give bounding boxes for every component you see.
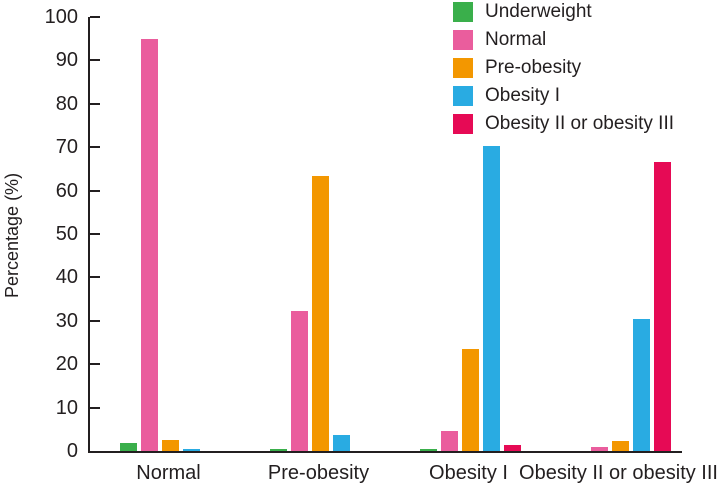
- bar-obesity-i-pre-obesity: [462, 349, 479, 451]
- bar-pre-obesity-pre-obesity: [312, 175, 329, 451]
- y-tick-label-30: 30: [55, 309, 78, 332]
- legend-swatch-icon: [453, 86, 473, 106]
- legend-item-pre-obesity: Pre-obesity: [453, 58, 674, 78]
- bar-normal-obesity-i: [183, 449, 200, 451]
- y-tick-mark-80: [90, 102, 100, 105]
- bar-obesity-i-normal: [441, 430, 458, 451]
- y-tick-label-0: 0: [66, 440, 78, 462]
- legend: Underweight Normal Pre-obesity Obesity I Obe…: [453, 2, 674, 134]
- legend-item-underweight: Underweight: [453, 2, 674, 22]
- legend-swatch-icon: [453, 114, 473, 134]
- y-tick-label-10: 10: [55, 396, 78, 419]
- legend-label: Normal: [485, 29, 547, 50]
- x-label-obesity-i: Obesity I: [429, 462, 508, 484]
- y-tick-label-90: 90: [55, 49, 78, 72]
- legend-swatch-icon: [453, 58, 473, 78]
- bar-pre-obesity-normal: [291, 311, 308, 451]
- legend-item-normal: Normal: [453, 30, 674, 50]
- bar-obesity-i-obesity-ii-or-obesity-iii: [504, 444, 521, 451]
- bar-pre-obesity-underweight: [270, 449, 287, 451]
- y-tick-mark-100: [90, 16, 100, 18]
- legend-item-obesity-i: Obesity I: [453, 86, 674, 106]
- x-label-normal: Normal: [136, 462, 201, 484]
- y-tick-label-60: 60: [55, 179, 78, 202]
- y-tick-mark-40: [90, 276, 100, 279]
- legend-label: Underweight: [485, 1, 592, 22]
- x-label-obesity-ii-or-obesity-iii: Obesity II or obesity III: [519, 462, 717, 484]
- bar-obesity-ii-or-obesity-iii-obesity-i: [633, 319, 650, 451]
- bar-normal-normal: [141, 38, 158, 451]
- y-tick-label-70: 70: [55, 136, 78, 159]
- y-tick-mark-10: [90, 406, 100, 409]
- legend-item-obesity-ii-or-obesity-iii: Obesity II or obesity III: [453, 114, 674, 134]
- bar-normal-underweight: [120, 443, 137, 451]
- bar-pre-obesity-obesity-i: [333, 434, 350, 451]
- y-tick-mark-50: [90, 233, 100, 235]
- y-tick-mark-70: [90, 146, 100, 149]
- y-tick-mark-60: [90, 189, 100, 192]
- x-label-pre-obesity: Pre-obesity: [267, 462, 370, 484]
- legend-label: Obesity II or obesity III: [485, 113, 675, 134]
- y-tick-mark-30: [90, 319, 100, 322]
- bar-obesity-ii-or-obesity-iii-normal: [591, 446, 608, 451]
- y-tick-label-40: 40: [55, 266, 78, 289]
- legend-label: Pre-obesity: [485, 57, 582, 78]
- bar-normal-pre-obesity: [162, 439, 179, 451]
- y-tick-label-20: 20: [55, 353, 78, 376]
- bar-obesity-i-underweight: [420, 449, 437, 451]
- bar-obesity-ii-or-obesity-iii-obesity-ii-or-obesity-iii: [654, 162, 671, 451]
- plot-area: [88, 16, 682, 453]
- legend-swatch-icon: [453, 2, 473, 22]
- y-tick-mark-20: [90, 363, 100, 366]
- y-tick-label-50: 50: [55, 223, 78, 245]
- bar-obesity-i-obesity-i: [483, 146, 500, 451]
- y-tick-label-80: 80: [55, 92, 78, 115]
- y-tick-label-100: 100: [44, 6, 78, 28]
- legend-label: Obesity I: [485, 85, 560, 106]
- y-tick-mark-90: [90, 59, 100, 62]
- legend-swatch-icon: [453, 30, 473, 50]
- bar-obesity-ii-or-obesity-iii-pre-obesity: [612, 441, 629, 451]
